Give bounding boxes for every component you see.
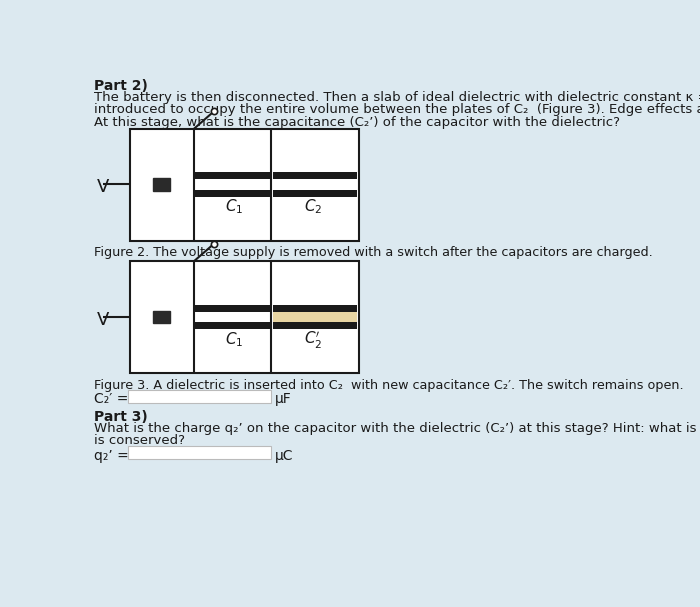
Text: $C_2'$: $C_2'$ bbox=[304, 330, 322, 351]
Text: V: V bbox=[97, 178, 109, 196]
Text: $C_1$: $C_1$ bbox=[225, 198, 243, 216]
Text: At this stage, what is the capacitance (C₂’) of the capacitor with the dielectri: At this stage, what is the capacitance (… bbox=[94, 116, 620, 129]
Text: V: V bbox=[97, 311, 109, 329]
Text: C₂′ =: C₂′ = bbox=[94, 392, 128, 407]
Text: Figure 2. The voltage supply is removed with a switch after the capacitors are c: Figure 2. The voltage supply is removed … bbox=[94, 246, 652, 259]
Text: $C_2$: $C_2$ bbox=[304, 198, 322, 216]
Bar bbox=[195, 322, 270, 329]
Bar bbox=[153, 311, 170, 323]
Text: μC: μC bbox=[275, 449, 293, 463]
Text: is conserved?: is conserved? bbox=[94, 434, 185, 447]
Bar bbox=[195, 190, 270, 197]
Text: introduced to occupy the entire volume between the plates of C₂  (Figure 3). Edg: introduced to occupy the entire volume b… bbox=[94, 103, 700, 116]
Bar bbox=[273, 322, 357, 329]
Text: Part 2): Part 2) bbox=[94, 79, 148, 93]
Text: μF: μF bbox=[275, 392, 292, 407]
Bar bbox=[130, 262, 358, 373]
Bar bbox=[130, 129, 358, 241]
Text: The battery is then disconnected. Then a slab of ideal dielectric with dielectri: The battery is then disconnected. Then a… bbox=[94, 91, 700, 104]
Text: q₂’ =: q₂’ = bbox=[94, 449, 129, 463]
Text: $C_1$: $C_1$ bbox=[225, 330, 243, 348]
Bar bbox=[273, 305, 357, 311]
Bar bbox=[128, 446, 271, 459]
Bar bbox=[273, 190, 357, 197]
Bar bbox=[153, 178, 170, 191]
Bar bbox=[273, 172, 357, 179]
Bar bbox=[195, 305, 270, 311]
Bar bbox=[195, 172, 270, 179]
Text: Figure 3. A dielectric is inserted into C₂  with new capacitance C₂′. The switch: Figure 3. A dielectric is inserted into … bbox=[94, 379, 683, 392]
Bar bbox=[273, 305, 357, 329]
Text: What is the charge q₂’ on the capacitor with the dielectric (C₂’) at this stage?: What is the charge q₂’ on the capacitor … bbox=[94, 422, 700, 435]
Bar bbox=[128, 390, 271, 403]
Text: Part 3): Part 3) bbox=[94, 410, 148, 424]
